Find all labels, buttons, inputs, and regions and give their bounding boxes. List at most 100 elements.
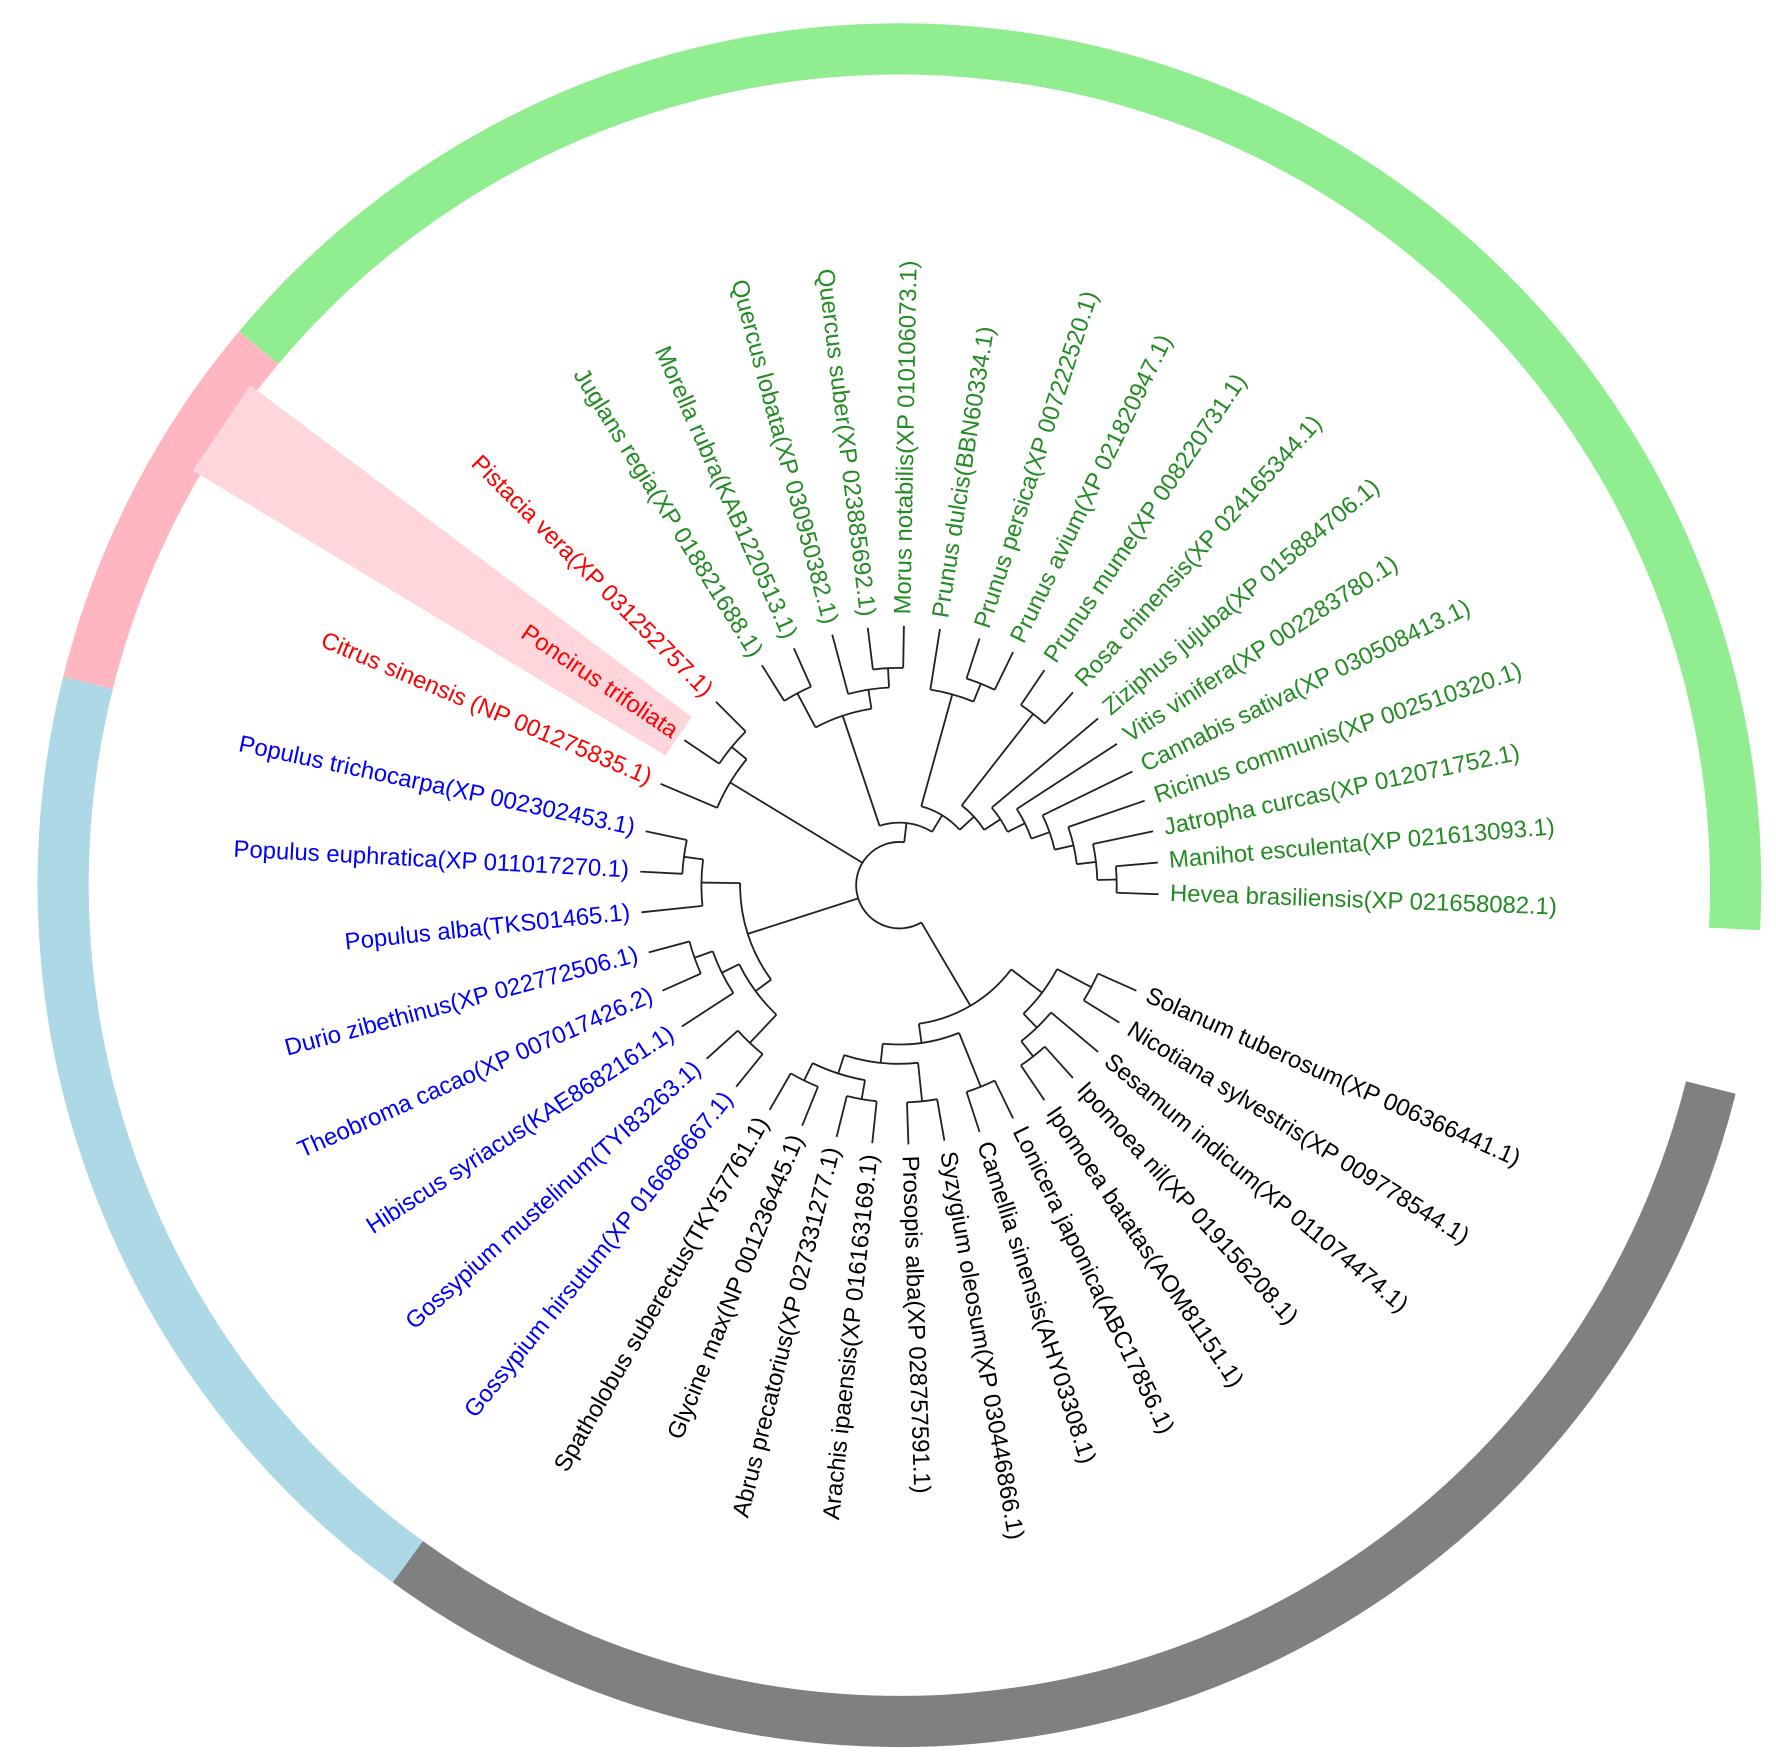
branch [860, 1079, 866, 1100]
branch [931, 814, 943, 833]
branch [660, 782, 718, 809]
branch [958, 1032, 982, 1088]
branch [1007, 822, 1026, 833]
branch [1044, 1046, 1074, 1079]
branch [1050, 1011, 1099, 1053]
branch [887, 668, 890, 688]
branch [701, 881, 741, 885]
branch [903, 822, 908, 843]
branch-arc [738, 963, 778, 1016]
branch [871, 1101, 878, 1144]
branch [749, 1014, 778, 1044]
clade-ring [239, 23, 1762, 931]
branch [965, 1091, 981, 1133]
branch [920, 921, 972, 1007]
branch [681, 992, 734, 1028]
branch [866, 627, 874, 670]
branch [1097, 972, 1137, 992]
branch [929, 628, 941, 690]
branch [1042, 770, 1133, 817]
branch [917, 1062, 923, 1102]
branch [1031, 831, 1050, 840]
highlight [192, 385, 692, 756]
clade-ring [63, 331, 279, 690]
branch [965, 638, 981, 679]
branch [694, 950, 714, 959]
branch [1020, 1064, 1046, 1101]
branch [1083, 999, 1120, 1024]
branch [1097, 878, 1117, 881]
branch [902, 625, 905, 668]
branch-arc [918, 968, 1012, 1025]
branch [1056, 968, 1092, 989]
branch [735, 1053, 764, 1088]
branch [662, 972, 702, 992]
branch [920, 694, 954, 807]
branch [917, 1023, 923, 1044]
branch-arc [812, 1062, 866, 1082]
branch [768, 1072, 792, 1111]
branch [793, 647, 812, 688]
branch [705, 1029, 739, 1060]
branch [755, 978, 772, 992]
branch [991, 717, 1099, 809]
branch [640, 870, 683, 875]
branch [796, 692, 817, 728]
branch [993, 1080, 1014, 1119]
branch [961, 713, 1034, 806]
branch [729, 781, 863, 864]
branch [1044, 691, 1074, 725]
branch [1116, 891, 1159, 896]
branch-arc [739, 883, 772, 981]
branch [959, 816, 975, 831]
branch-arc [921, 805, 961, 831]
branch [831, 634, 850, 695]
branch [761, 664, 785, 702]
branch-arc [1041, 814, 1056, 850]
branch-arc [1114, 866, 1118, 893]
branch [1115, 861, 1158, 868]
branch [983, 818, 1001, 831]
branch [936, 1099, 946, 1141]
branch [715, 701, 747, 733]
branch-arc [855, 841, 922, 930]
branch [906, 1102, 910, 1145]
branch [972, 683, 982, 702]
branch [835, 1095, 848, 1138]
branch [841, 715, 881, 827]
branch-arc [718, 730, 747, 765]
branch [879, 1043, 884, 1063]
branch [801, 1086, 819, 1127]
branch-arc [681, 839, 688, 874]
branch [1092, 830, 1154, 845]
branch [1020, 1040, 1034, 1057]
leaf-label: Morus notabilis(XP 010106073.1) [889, 260, 922, 614]
branch-arc [815, 707, 872, 729]
branch [1054, 844, 1074, 851]
branch [1067, 799, 1145, 828]
branch [683, 855, 704, 861]
branch-arc [843, 1054, 919, 1065]
branch [645, 830, 688, 841]
branch [1022, 1013, 1038, 1029]
branch [1020, 669, 1046, 706]
branch-arc [879, 821, 933, 833]
branch [648, 940, 690, 954]
branch [837, 1054, 846, 1074]
branch-arc [882, 1032, 960, 1046]
branch [803, 1062, 814, 1081]
branch [1016, 743, 1118, 810]
branch [993, 651, 1014, 691]
branch [683, 739, 720, 765]
branch [747, 897, 859, 935]
branch [731, 746, 748, 760]
branch-arc [716, 758, 748, 809]
branch-arc [1022, 968, 1058, 1015]
branch [641, 904, 703, 914]
clade-ring [392, 1081, 1736, 1748]
branch [1076, 861, 1097, 866]
branch [721, 963, 740, 974]
